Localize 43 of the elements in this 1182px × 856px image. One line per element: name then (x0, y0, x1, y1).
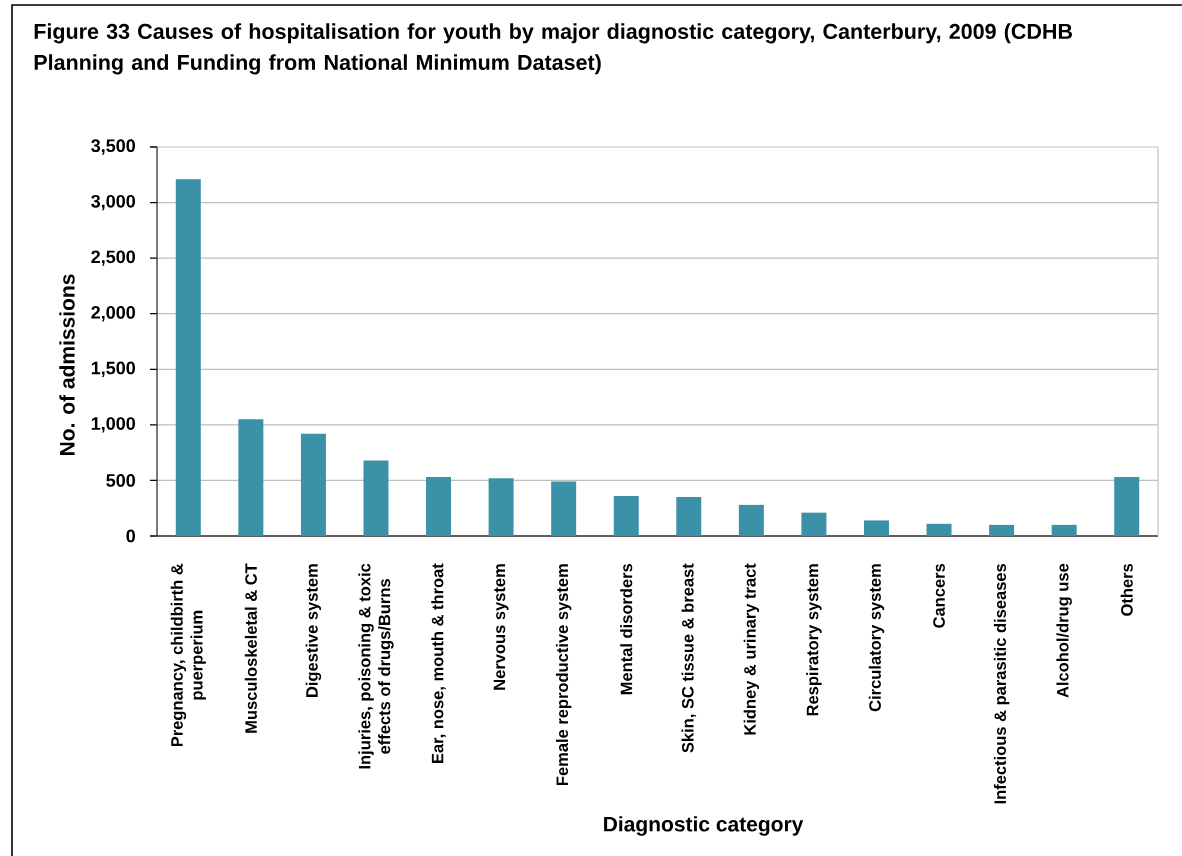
bar (488, 478, 514, 536)
x-tick-label: Others (1120, 563, 1133, 616)
y-tick-label: 1,500 (91, 361, 136, 377)
bar (1051, 524, 1077, 536)
y-tick-label: 3,000 (91, 194, 136, 211)
x-tick-label: Skin, SC tissue & breast (681, 563, 697, 753)
bar (863, 520, 889, 536)
y-axis-title: No. of admissions (59, 274, 75, 455)
y-tick-label: 2,500 (91, 250, 136, 266)
bar (551, 481, 577, 536)
bar (613, 495, 639, 536)
bar (676, 497, 702, 536)
x-tick-label: Musculoskeletal & CT (244, 563, 257, 733)
y-tick-label: 1,000 (91, 417, 136, 433)
y-tick-label: 2,000 (91, 306, 136, 322)
bar (801, 512, 827, 536)
bar (926, 523, 952, 536)
chart-title: Figure 33 Causes of hospitalisation for youth by major diagnostic category, Canterbury, 2009 (CDHB Planning and Funding from National Minimum Dataset) (34, 23, 1073, 75)
x-axis-title: Diagnostic category (604, 816, 804, 836)
x-tick-label: Mental disorders (620, 563, 633, 695)
x-tick-label: Injuries, poisoning & toxic effects of drugs/Burns (358, 563, 394, 769)
y-tick-label: 0 (126, 529, 136, 543)
bar (426, 477, 452, 536)
x-tick-label: Ear, nose, mouth & throat (431, 563, 446, 763)
y-tick-label: 3,500 (91, 139, 136, 155)
x-tick-label: Respiratory system (806, 564, 822, 716)
bar (175, 179, 201, 536)
bar (738, 504, 764, 536)
x-tick-label: Kidney & urinary tract (743, 563, 760, 735)
x-tick-label: Pregnancy, childbirth & puerperium (170, 563, 206, 747)
bar (1114, 477, 1140, 536)
x-tick-label: Circulatory system (868, 564, 885, 712)
x-tick-label: Infectious & parasitic diseases (993, 563, 1010, 804)
bar (363, 460, 389, 536)
x-tick-label: Nervous system (493, 564, 509, 690)
bar (300, 433, 326, 536)
x-tick-label: Alcohol/drug use (1056, 563, 1072, 698)
x-tick-label: Female reproductive system (555, 564, 572, 785)
x-tick-label: Cancers (933, 563, 945, 628)
x-tick-label: Digestive system (305, 564, 322, 697)
bar (238, 419, 264, 536)
bar (989, 524, 1015, 536)
y-tick-label: 500 (106, 474, 136, 487)
